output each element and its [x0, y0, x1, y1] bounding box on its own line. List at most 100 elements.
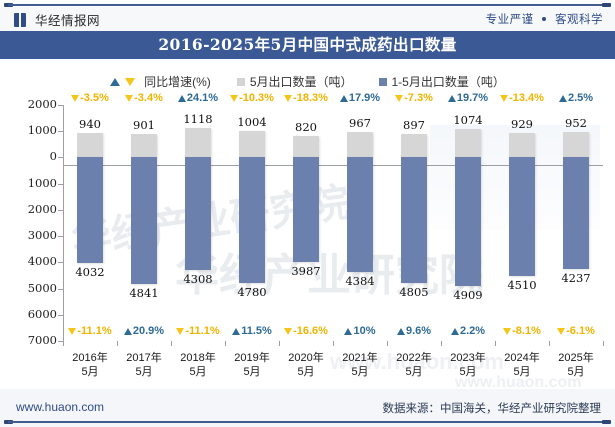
y-tick-label: 4000 [27, 254, 57, 269]
triangle-up-icon [396, 327, 405, 335]
bar-may [185, 128, 211, 158]
growth-label-bottom: 20.9% [109, 325, 179, 337]
bar-value-label: 967 [349, 116, 371, 131]
growth-value: 19.7% [456, 92, 489, 104]
growth-value: 10% [353, 325, 376, 337]
top-rule [0, 3, 615, 7]
x-axis-label: 2025年 5月 [558, 352, 594, 378]
y-tick [58, 183, 63, 185]
bar-may [401, 133, 427, 158]
triangle-down-icon [503, 327, 512, 335]
growth-label-bottom: -8.1% [487, 325, 557, 337]
chart-title-bar: 2016-2025年5月中国中式成药出口数量 [0, 31, 615, 59]
growth-value: 17.9% [348, 92, 381, 104]
bar-value-label: 4909 [453, 288, 483, 303]
bar-value-label: 4032 [75, 265, 105, 280]
bar-may [563, 132, 589, 158]
growth-value: 2.2% [459, 325, 486, 337]
y-tick-label: 3000 [27, 228, 57, 243]
growth-label-top: 2.5% [541, 92, 611, 104]
bottom-rule [0, 420, 615, 424]
y-tick [58, 105, 63, 106]
bar-jan-may [347, 157, 373, 273]
triangle-down-icon [230, 94, 239, 102]
triangle-up-icon [558, 94, 567, 102]
bar-value-label: 4805 [399, 285, 429, 300]
growth-label-top: -18.3% [271, 92, 341, 104]
bar-jan-may [563, 157, 589, 269]
bar-may [293, 135, 319, 158]
x-tick [279, 341, 280, 346]
bar-value-label: 820 [295, 119, 317, 134]
bar-value-label: 940 [79, 116, 101, 131]
growth-label-top: -7.3% [379, 92, 449, 104]
bar-may [509, 133, 535, 158]
growth-value: 11.5% [241, 325, 272, 337]
site-footer: www.huaon.com 数据来源：中国海关，华经产业研究院整理 [0, 389, 615, 427]
growth-value: -3.4% [134, 92, 163, 104]
brand[interactable]: 华经情报网 [14, 10, 100, 29]
y-tick [58, 341, 63, 342]
bar-value-label: 1118 [183, 112, 213, 127]
legend-label: 同比增速(%) [144, 75, 211, 89]
x-tick [549, 341, 550, 346]
y-tick-label: 2000 [27, 201, 57, 216]
triangle-down-icon [176, 327, 185, 335]
growth-value: -18.3% [293, 92, 328, 104]
x-tick [117, 341, 118, 346]
zero-baseline [63, 164, 603, 166]
footer-url[interactable]: www.huaon.com [16, 400, 105, 414]
gray-square-icon [236, 77, 245, 86]
y-tick-label: 1000 [27, 175, 57, 190]
bar-jan-may [455, 157, 481, 287]
x-axis-ticks [63, 341, 604, 346]
bar-value-label: 1004 [237, 115, 267, 130]
x-axis-label: 2023年 5月 [450, 352, 486, 378]
y-tick [58, 131, 63, 133]
growth-label-top: -3.4% [109, 92, 179, 104]
triangle-down-icon [500, 94, 509, 102]
triangle-up-icon [447, 94, 456, 102]
bar-jan-may [293, 157, 319, 262]
x-tick [387, 341, 388, 346]
y-tick-label: 7000 [27, 333, 57, 347]
triangle-up-icon [450, 327, 459, 335]
growth-label-top: 19.7% [433, 92, 503, 104]
bar-value-label: 4841 [129, 286, 159, 301]
blue-square-icon [378, 77, 387, 86]
x-axis-label: 2020年 5月 [288, 352, 324, 378]
growth-label-bottom: -11.1% [163, 325, 233, 337]
x-axis-label: 2024年 5月 [504, 352, 540, 378]
footer-source: 数据来源：中国海关，华经产业研究院整理 [382, 403, 602, 415]
triangle-down-icon [125, 94, 134, 102]
triangle-down-icon [284, 94, 293, 102]
growth-value: -10.3% [239, 92, 274, 104]
page-title: 2016-2025年5月中国中式成药出口数量 [158, 35, 457, 54]
legend-item-growth[interactable]: 同比增速(%) [110, 73, 211, 90]
bar-jan-may [77, 157, 103, 264]
slogan-left: 专业严谨 [485, 14, 534, 26]
brand-name: 华经情报网 [35, 14, 101, 28]
triangle-down-icon [395, 94, 404, 102]
bar-value-label: 952 [565, 116, 587, 131]
growth-value: 9.6% [405, 325, 432, 337]
y-tick [58, 209, 63, 211]
legend-item-jan-may[interactable]: 1-5月出口数量（吨） [378, 73, 505, 90]
top-rule-right-cap [602, 3, 611, 7]
triangle-up-icon [123, 327, 132, 335]
growth-value: -6.1% [566, 325, 595, 337]
growth-value: -7.3% [404, 92, 433, 104]
x-tick [603, 341, 604, 346]
growth-label-top: -3.5% [55, 92, 125, 104]
x-axis-label: 2018年 5月 [180, 352, 216, 378]
y-tick [58, 262, 63, 264]
legend-item-may[interactable]: 5月出口数量（吨） [236, 73, 353, 90]
bar-value-label: 3987 [291, 263, 321, 278]
x-tick [225, 341, 226, 346]
bottom-rule-right-cap [602, 420, 611, 424]
growth-value: -8.1% [512, 325, 541, 337]
growth-value: -11.1% [77, 325, 112, 337]
triangle-down-icon [284, 327, 293, 335]
bar-value-label: 929 [511, 117, 533, 132]
y-tick-label: 5000 [27, 280, 57, 295]
